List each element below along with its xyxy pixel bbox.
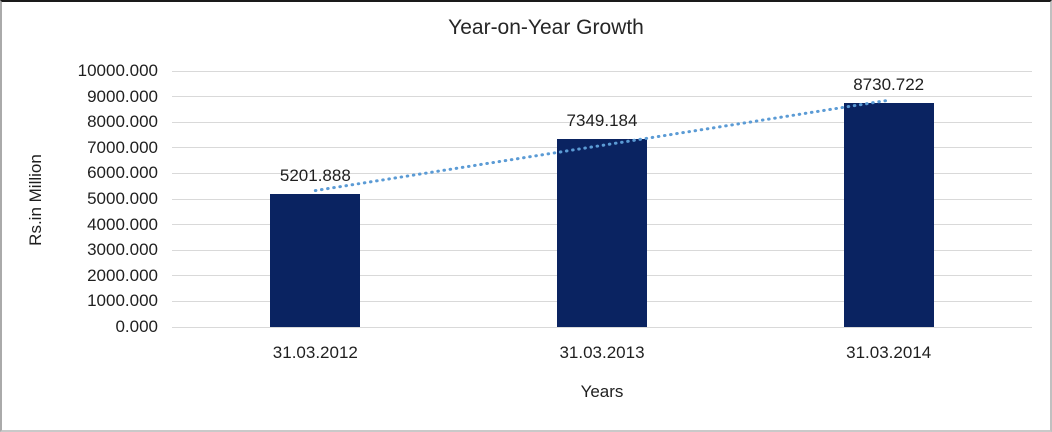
y-tick-label: 5000.000 — [87, 189, 158, 208]
bar-value-label: 5201.888 — [279, 165, 351, 185]
gridline — [172, 70, 1032, 72]
y-tick-label: 2000.000 — [87, 265, 158, 285]
bar — [843, 103, 934, 327]
y-tick-label: 6000.000 — [87, 163, 158, 183]
bar-value-label: 8730.722 — [853, 75, 925, 95]
x-tick-label: 31.03.2014 — [846, 343, 932, 362]
gridline — [172, 96, 1032, 98]
x-tick-label: 31.03.2012 — [272, 343, 358, 362]
y-tick-label: 10000.000 — [77, 61, 158, 80]
chart-title: Year-on-Year Growth — [448, 16, 644, 39]
y-tick-label: 9000.000 — [87, 86, 158, 106]
bar — [270, 193, 361, 327]
y-tick-label: 4000.000 — [87, 214, 158, 234]
gridline — [172, 326, 1032, 328]
y-tick-label: 1000.000 — [87, 291, 158, 311]
y-tick-label: 8000.000 — [87, 112, 158, 132]
y-tick-label: 7000.000 — [87, 137, 158, 157]
y-tick-label: 3000.000 — [87, 240, 158, 260]
x-tick-label: 31.03.2013 — [559, 343, 645, 362]
x-axis-title: Years — [580, 382, 624, 401]
bar — [557, 138, 647, 327]
bar-value-label: 7349.184 — [566, 110, 638, 130]
y-tick-label: 0.000 — [115, 317, 158, 336]
